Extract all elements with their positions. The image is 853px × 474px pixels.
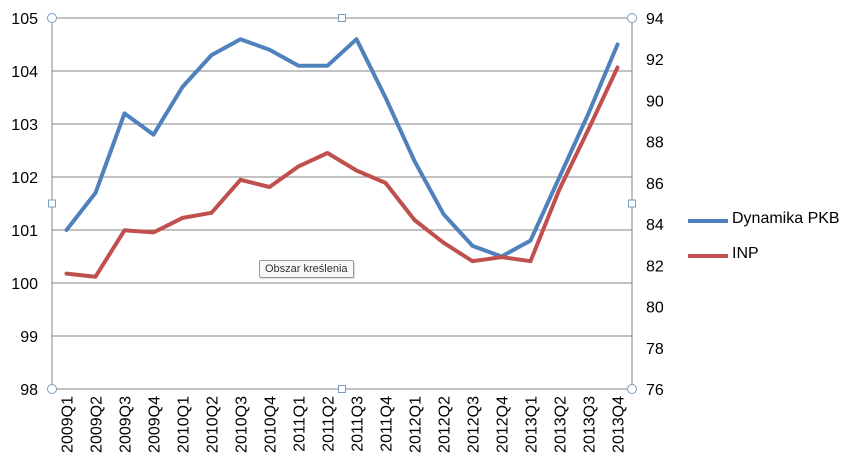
- x-tick-label: 2010Q1: [176, 396, 193, 453]
- legend-label: INP: [732, 245, 759, 262]
- legend-swatch-inp: [688, 254, 728, 258]
- y-left-tick-label: 99: [20, 329, 38, 346]
- side-selection-handle: [48, 199, 56, 208]
- y-left-tick-label: 101: [11, 223, 38, 240]
- x-tick-label: 2009Q3: [118, 396, 135, 453]
- y-left-tick-label: 98: [20, 382, 38, 399]
- corner-selection-handle: [627, 13, 637, 23]
- x-tick-label: 2013Q4: [611, 396, 628, 453]
- y-right-tick-label: 80: [646, 300, 664, 317]
- x-tick-label: 2011Q4: [379, 396, 396, 452]
- y-right-tick-label: 90: [646, 93, 664, 110]
- x-tick-label: 2009Q4: [147, 396, 164, 453]
- series-line-dynamika-pkb: [64, 37, 620, 259]
- x-tick-label: 2010Q3: [234, 396, 251, 453]
- x-tick-label: 2012Q4: [495, 396, 512, 453]
- x-tick-label: 2012Q3: [466, 396, 483, 453]
- plot-area-border: [51, 17, 633, 390]
- y-right-tick-label: 76: [646, 382, 664, 399]
- y-left-tick-label: 105: [11, 11, 38, 28]
- x-tick-label: 2012Q2: [437, 396, 454, 453]
- legend-label: Dynamika PKB: [732, 210, 840, 227]
- y-right-tick-label: 94: [646, 11, 664, 28]
- y-left-tick-label: 103: [11, 117, 38, 134]
- x-tick-label: 2009Q1: [60, 396, 77, 453]
- series-line-inp: [64, 65, 620, 279]
- side-selection-handle: [338, 385, 346, 393]
- x-tick-label: 2011Q3: [350, 396, 367, 452]
- x-tick-label: 2010Q2: [205, 396, 222, 453]
- x-tick-label: 2013Q3: [582, 396, 599, 453]
- x-tick-label: 2012Q1: [408, 396, 425, 453]
- x-tick-label: 2013Q2: [553, 396, 570, 453]
- y-right-tick-label: 82: [646, 258, 664, 275]
- y-right-tick-label: 84: [646, 217, 664, 234]
- x-tick-label: 2013Q1: [524, 396, 541, 453]
- y-left-tick-label: 100: [11, 276, 38, 293]
- x-tick-label: 2010Q4: [263, 396, 280, 453]
- x-tick-label: 2009Q2: [89, 396, 106, 453]
- side-selection-handle: [338, 14, 346, 22]
- corner-selection-handle: [627, 384, 637, 394]
- y-right-tick-label: 92: [646, 52, 664, 69]
- y-right-tick-label: 88: [646, 135, 664, 152]
- x-tick-label: 2011Q2: [321, 396, 338, 452]
- plot-area-tooltip: Obszar kreślenia: [259, 260, 354, 278]
- y-left-tick-label: 102: [11, 170, 38, 187]
- y-right-tick-label: 78: [646, 341, 664, 358]
- x-tick-label: 2011Q1: [292, 396, 309, 452]
- side-selection-handle: [628, 199, 636, 208]
- legend-swatch-dynamika-pkb: [688, 219, 728, 223]
- corner-selection-handle: [47, 384, 57, 394]
- y-left-tick-label: 104: [11, 64, 38, 81]
- y-right-tick-label: 86: [646, 176, 664, 193]
- corner-selection-handle: [47, 13, 57, 23]
